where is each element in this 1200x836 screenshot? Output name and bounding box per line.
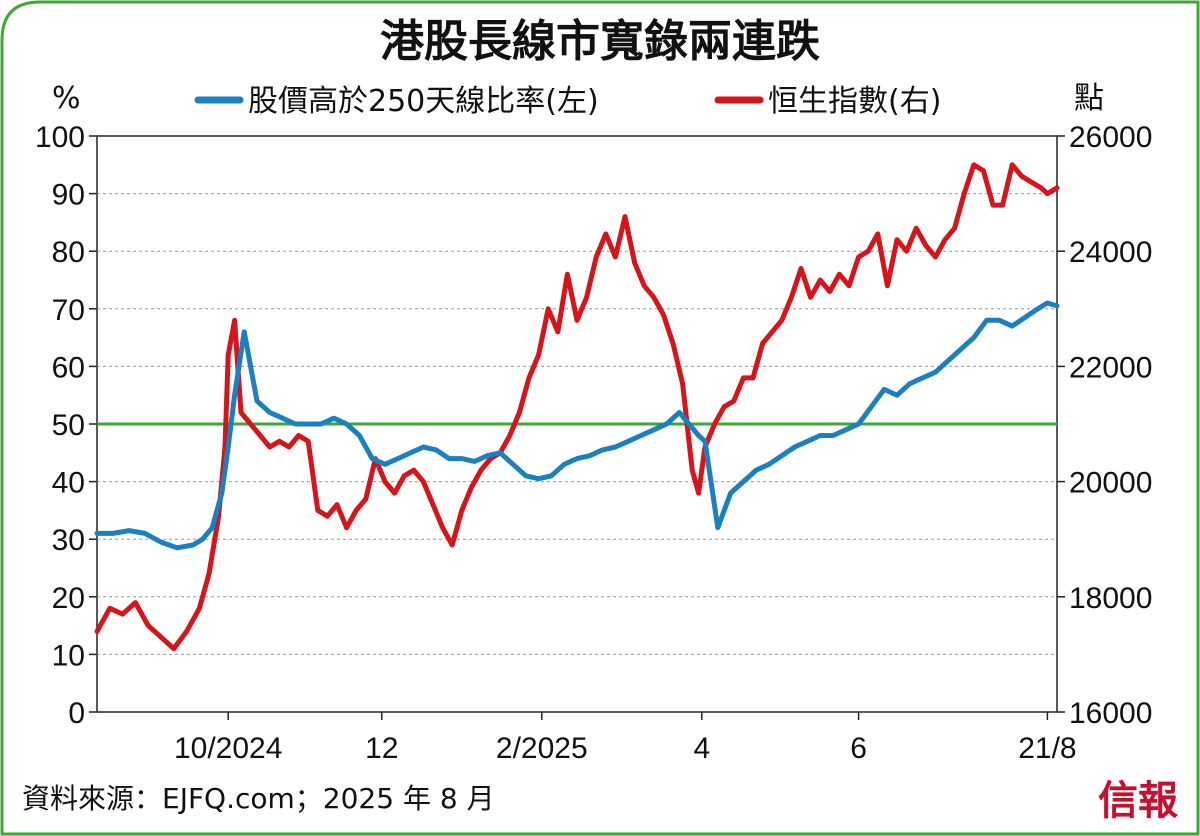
right-tick-label: 26000: [1069, 121, 1152, 154]
chart-title: 港股長線市寬錄兩連跌: [380, 16, 820, 67]
left-tick-label: 90: [52, 179, 85, 212]
series-layer: [94, 162, 1060, 652]
x-tick-label: 4: [693, 732, 710, 765]
left-tick-label: 60: [52, 351, 85, 384]
right-tick-label: 18000: [1069, 582, 1152, 615]
x-tick-label: 12: [365, 732, 398, 765]
right-axis: 16000 18000 20000 22000 24000 26000: [1057, 121, 1152, 730]
x-axis: 10/2024 12 2/2025 4 6 21/8: [174, 712, 1077, 765]
series-line-breadth: [94, 300, 1060, 551]
left-tick-label: 50: [52, 409, 85, 442]
left-axis: 0 10 20 30 40 50 60 70 80 90 100: [35, 121, 97, 730]
left-tick-label: 30: [52, 524, 85, 557]
left-tick-label: 10: [52, 639, 85, 672]
right-tick-label: 20000: [1069, 467, 1152, 500]
x-tick-label: 21/8: [1018, 732, 1076, 765]
legend: 股價高於250天線比率(左) 恒生指數(右): [194, 84, 941, 119]
left-axis-unit: %: [52, 81, 81, 116]
left-tick-label: 70: [52, 294, 85, 327]
right-tick-label: 22000: [1069, 351, 1152, 384]
right-tick-label: 24000: [1069, 236, 1152, 269]
x-tick-label: 10/2024: [174, 732, 282, 765]
source-note: 資料來源：EJFQ.com；2025 年 8 月: [22, 782, 495, 815]
left-tick-label: 20: [52, 582, 85, 615]
brand-logo: 信報: [1098, 777, 1178, 824]
x-tick-label: 2/2025: [496, 732, 588, 765]
left-tick-label: 0: [68, 697, 85, 730]
right-axis-unit: 點: [1074, 81, 1104, 116]
right-tick-label: 16000: [1069, 697, 1152, 730]
left-tick-label: 40: [52, 467, 85, 500]
left-tick-label: 100: [35, 121, 85, 154]
legend-label-hsi: 恒生指數(右): [768, 84, 941, 119]
series-line-hsi: [94, 162, 1060, 652]
x-tick-label: 6: [850, 732, 867, 765]
left-tick-label: 80: [52, 236, 85, 269]
legend-label-breadth: 股價高於250天線比率(左): [248, 84, 599, 119]
